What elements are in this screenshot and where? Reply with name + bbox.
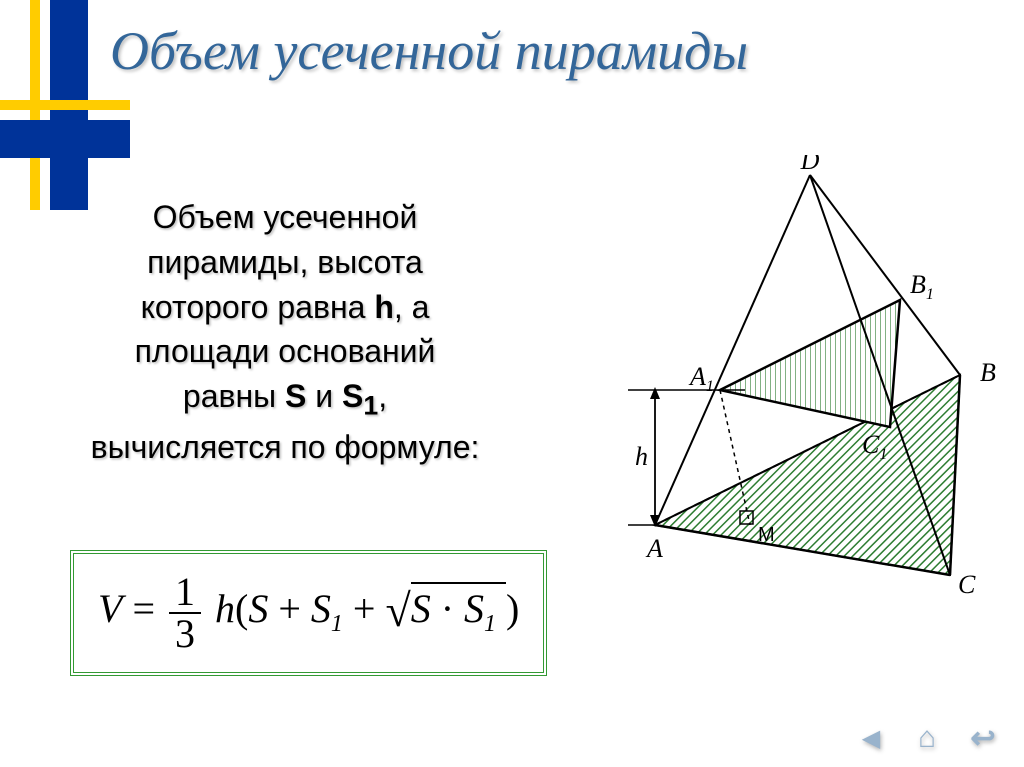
deco-horizontal-2: [0, 120, 130, 158]
sqrt-icon: √: [385, 585, 410, 636]
return-arrow-icon: ↩: [970, 721, 995, 756]
formula-box: V = 1 3 h(S + S1 + √S · S1 ): [70, 550, 547, 676]
body-line3c: , а: [394, 289, 430, 325]
formula-plus2: +: [343, 586, 386, 631]
formula-h: h: [215, 586, 235, 631]
formula-eq: =: [122, 586, 165, 631]
formula-plus1: +: [268, 586, 311, 631]
nav-return-button[interactable]: ↩: [964, 723, 1002, 753]
label-B1: B1: [910, 270, 934, 303]
label-A: A: [645, 534, 663, 563]
body-line2: пирамиды, высота: [147, 244, 423, 280]
slide-title: Объем усеченной пирамиды: [110, 20, 748, 82]
body-line3a: которого равна: [141, 289, 375, 325]
body-line1: Объем усеченной: [153, 199, 418, 235]
triangle-left-icon: ◀: [862, 724, 880, 753]
label-M: М: [758, 524, 775, 546]
label-C: C: [958, 570, 976, 595]
deco-horizontal-1: [0, 100, 130, 110]
label-B: B: [980, 358, 996, 387]
nav-back-button[interactable]: ◀: [852, 723, 890, 753]
formula-close: ): [506, 586, 519, 631]
body-text: Объем усеченной пирамиды, высота которог…: [30, 195, 540, 470]
label-A1: A1: [688, 362, 714, 395]
nav-home-button[interactable]: ⌂: [908, 723, 946, 753]
nav-bar: ◀ ⌂ ↩: [852, 723, 1002, 753]
body-line5f: ,: [378, 378, 387, 414]
formula-open: (: [235, 586, 248, 631]
label-h: h: [635, 442, 648, 471]
body-h: h: [374, 289, 394, 325]
formula-V: V: [98, 586, 122, 631]
label-D: D: [800, 155, 820, 175]
body-line4: площади оснований: [135, 333, 436, 369]
home-icon: ⌂: [918, 721, 936, 755]
formula-fraction: 1 3: [169, 572, 201, 654]
pyramid-diagram: D A B C A1 B1 C1 h М: [540, 155, 1000, 595]
body-line5a: равны: [183, 378, 285, 414]
body-line5c: и: [306, 378, 342, 414]
body-line6: вычисляется по формуле:: [91, 429, 480, 465]
formula-sqrt-content: S · S1: [411, 582, 506, 631]
formula-S1: S1: [311, 586, 343, 631]
body-s: S: [285, 378, 306, 414]
formula-S: S: [248, 586, 268, 631]
body-s1: S1: [342, 378, 378, 414]
